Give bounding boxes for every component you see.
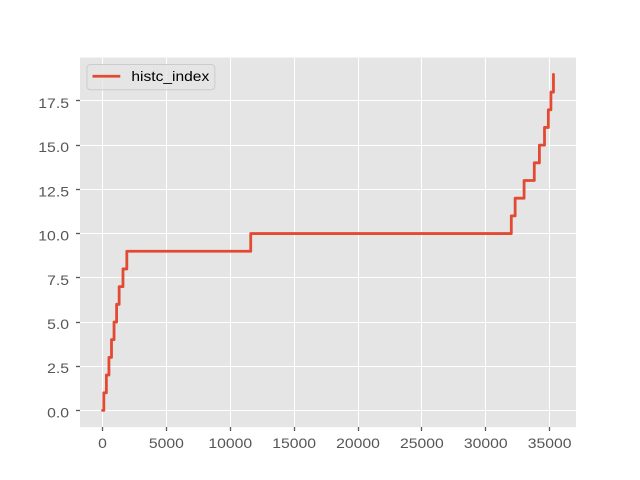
svg-text:5000: 5000 [149,435,184,451]
svg-text:2.5: 2.5 [47,360,69,376]
svg-text:12.5: 12.5 [38,183,69,199]
svg-text:35000: 35000 [528,435,572,451]
svg-text:histc_index: histc_index [131,68,209,84]
svg-text:7.5: 7.5 [47,272,69,288]
svg-text:0.0: 0.0 [47,404,69,420]
svg-text:20000: 20000 [336,435,380,451]
svg-text:17.5: 17.5 [38,95,69,111]
svg-text:30000: 30000 [464,435,508,451]
svg-text:25000: 25000 [400,435,444,451]
svg-text:15000: 15000 [272,435,316,451]
svg-text:5.0: 5.0 [47,316,69,332]
svg-text:15.0: 15.0 [38,139,69,155]
svg-text:10000: 10000 [208,435,252,451]
svg-text:10.0: 10.0 [38,228,69,244]
svg-text:0: 0 [98,435,107,451]
